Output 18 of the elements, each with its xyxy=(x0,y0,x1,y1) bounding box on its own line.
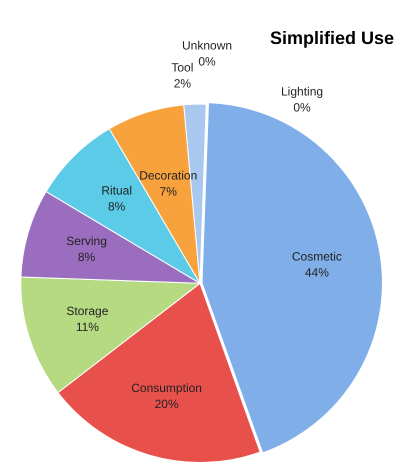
data-label: 2% xyxy=(174,76,192,90)
category-label: Unknown xyxy=(182,38,232,53)
slice-label: Tool xyxy=(171,60,194,74)
text: 0% xyxy=(293,100,311,115)
slice-label: Consumption xyxy=(131,381,202,396)
slice-label: Serving xyxy=(66,234,107,248)
slice-label: Ritual xyxy=(101,184,132,198)
slice-label: Storage xyxy=(66,304,109,318)
slice-label: Cosmetic xyxy=(292,250,342,264)
data-label: 44% xyxy=(304,266,330,280)
data-label: 11% xyxy=(76,320,100,334)
data-label: 8% xyxy=(78,250,96,264)
chart-title: Simplified Use xyxy=(270,28,394,48)
data-label: 20% xyxy=(154,397,179,412)
data-label: 8% xyxy=(108,200,126,214)
category-label: Lighting xyxy=(281,84,324,99)
text: 0% xyxy=(198,54,216,69)
data-label: 7% xyxy=(160,184,178,199)
